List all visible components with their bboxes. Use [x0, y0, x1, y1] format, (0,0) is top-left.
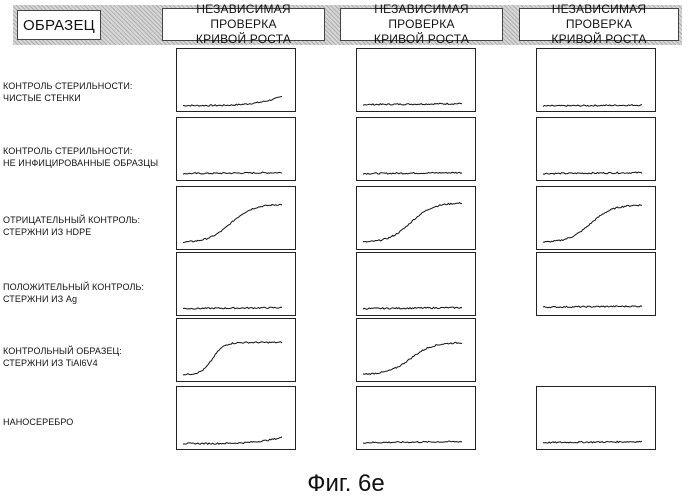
growth-curve-plot [356, 252, 476, 316]
figure-caption: Фиг. 6е [307, 470, 385, 497]
column-header-3-line1: НЕЗАВИСИМАЯ ПРОВЕРКА [551, 2, 647, 31]
growth-curve-plot [356, 386, 476, 450]
growth-curve-plot [536, 186, 656, 250]
growth-curve-plot [536, 117, 656, 181]
growth-curve-plot [356, 186, 476, 250]
row-label-nanosilver: НАНОСЕРЕБРО [3, 416, 73, 428]
growth-curve-line [542, 171, 643, 175]
growth-curve-line [182, 95, 283, 107]
growth-curve-plot [536, 252, 656, 316]
growth-curve-line [363, 201, 462, 243]
growth-curve-svg [182, 341, 283, 376]
growth-curve-plot [536, 48, 656, 112]
growth-curve-svg [362, 102, 463, 106]
row-label-sterility-uninfected: КОНТРОЛЬ СТЕРИЛЬНОСТИ: НЕ ИНФИЦИРОВАННЫЕ… [3, 145, 158, 169]
growth-curve-svg [542, 104, 643, 107]
growth-curve-line [362, 306, 463, 310]
column-header-1-line1: НЕЗАВИСИМАЯ ПРОВЕРКА [196, 2, 291, 31]
growth-curve-plot [356, 318, 476, 382]
growth-curve-plot [176, 48, 296, 112]
growth-curve-plot [536, 386, 656, 450]
row-label-line: СТЕРЖНИ ИЗ Ag [3, 294, 78, 304]
row-label-sterility-clean-walls: КОНТРОЛЬ СТЕРИЛЬНОСТИ: ЧИСТЫЕ СТЕНКИ [3, 80, 133, 104]
growth-curve-svg [363, 201, 462, 243]
growth-curve-plot [176, 252, 296, 316]
growth-curve-line [182, 436, 283, 446]
growth-curve-line [542, 305, 643, 309]
growth-curve-svg [182, 436, 283, 446]
growth-curve-svg [182, 95, 283, 107]
growth-curve-line [182, 171, 283, 175]
growth-curve-plot [176, 117, 296, 181]
row-label-line: КОНТРОЛЬНЫЙ ОБРАЗЕЦ: [3, 346, 122, 356]
growth-curve-line [182, 341, 283, 376]
growth-curve-svg [542, 440, 643, 444]
growth-curve-svg [542, 305, 643, 309]
row-label-line: СТЕРЖНИ ИЗ HDPE [3, 227, 92, 237]
growth-curve-line [542, 204, 643, 243]
growth-curve-svg [542, 171, 643, 175]
row-label-negative-control: ОТРИЦАТЕЛЬНЫЙ КОНТРОЛЬ: СТЕРЖНИ ИЗ HDPE [3, 214, 140, 238]
sample-header: ОБРАЗЕЦ [17, 10, 101, 40]
growth-curve-line [542, 440, 643, 444]
row-label-control-sample: КОНТРОЛЬНЫЙ ОБРАЗЕЦ: СТЕРЖНИ ИЗ TiAl6V4 [3, 345, 122, 369]
row-label-line: ПОЛОЖИТЕЛЬНЫЙ КОНТРОЛЬ: [3, 282, 145, 292]
growth-curve-plot [176, 386, 296, 450]
growth-curve-line [362, 440, 463, 444]
growth-curve-plot [356, 117, 476, 181]
growth-curve-svg [362, 440, 463, 444]
growth-curve-line [542, 104, 643, 107]
column-header-2-line1: НЕЗАВИСИМАЯ ПРОВЕРКА [374, 2, 469, 31]
row-label-line: КОНТРОЛЬ СТЕРИЛЬНОСТИ: [3, 81, 133, 91]
growth-curve-plot [356, 48, 476, 112]
column-header-2: НЕЗАВИСИМАЯ ПРОВЕРКА КРИВОЙ РОСТА [340, 2, 503, 46]
row-label-line: НЕ ИНФИЦИРОВАННЫЕ ОБРАЗЦЫ [3, 158, 159, 168]
growth-curve-plot [176, 318, 296, 382]
growth-curve-svg [362, 341, 463, 376]
column-header-3: НЕЗАВИСИМАЯ ПРОВЕРКА КРИВОЙ РОСТА [519, 2, 679, 46]
row-label-line: ОТРИЦАТЕЛЬНЫЙ КОНТРОЛЬ: [3, 215, 141, 225]
growth-curve-plot [176, 186, 296, 250]
growth-curve-svg [182, 306, 283, 310]
column-header-3-line2: КРИВОЙ РОСТА [551, 32, 647, 46]
row-label-line: ЧИСТЫЕ СТЕНКИ [3, 93, 81, 103]
column-header-2-line2: КРИВОЙ РОСТА [373, 32, 470, 46]
growth-curve-svg [182, 203, 283, 244]
growth-curve-line [182, 306, 283, 310]
column-header-1: НЕЗАВИСИМАЯ ПРОВЕРКА КРИВОЙ РОСТА [162, 2, 325, 46]
sample-header-label: ОБРАЗЕЦ [23, 16, 95, 34]
growth-curve-svg [542, 204, 643, 243]
row-label-line: СТЕРЖНИ ИЗ TiAl6V4 [3, 358, 98, 368]
growth-curve-svg [362, 171, 463, 175]
row-label-positive-control: ПОЛОЖИТЕЛЬНЫЙ КОНТРОЛЬ: СТЕРЖНИ ИЗ Ag [3, 281, 144, 305]
row-label-line: КОНТРОЛЬ СТЕРИЛЬНОСТИ: [3, 146, 133, 156]
row-label-line: НАНОСЕРЕБРО [3, 417, 74, 427]
growth-curve-line [362, 171, 463, 175]
growth-curve-line [362, 341, 463, 376]
growth-curve-svg [362, 306, 463, 310]
growth-curve-line [182, 203, 283, 244]
growth-curve-line [362, 102, 463, 106]
column-header-1-line2: КРИВОЙ РОСТА [195, 32, 292, 46]
growth-curve-svg [182, 171, 283, 175]
